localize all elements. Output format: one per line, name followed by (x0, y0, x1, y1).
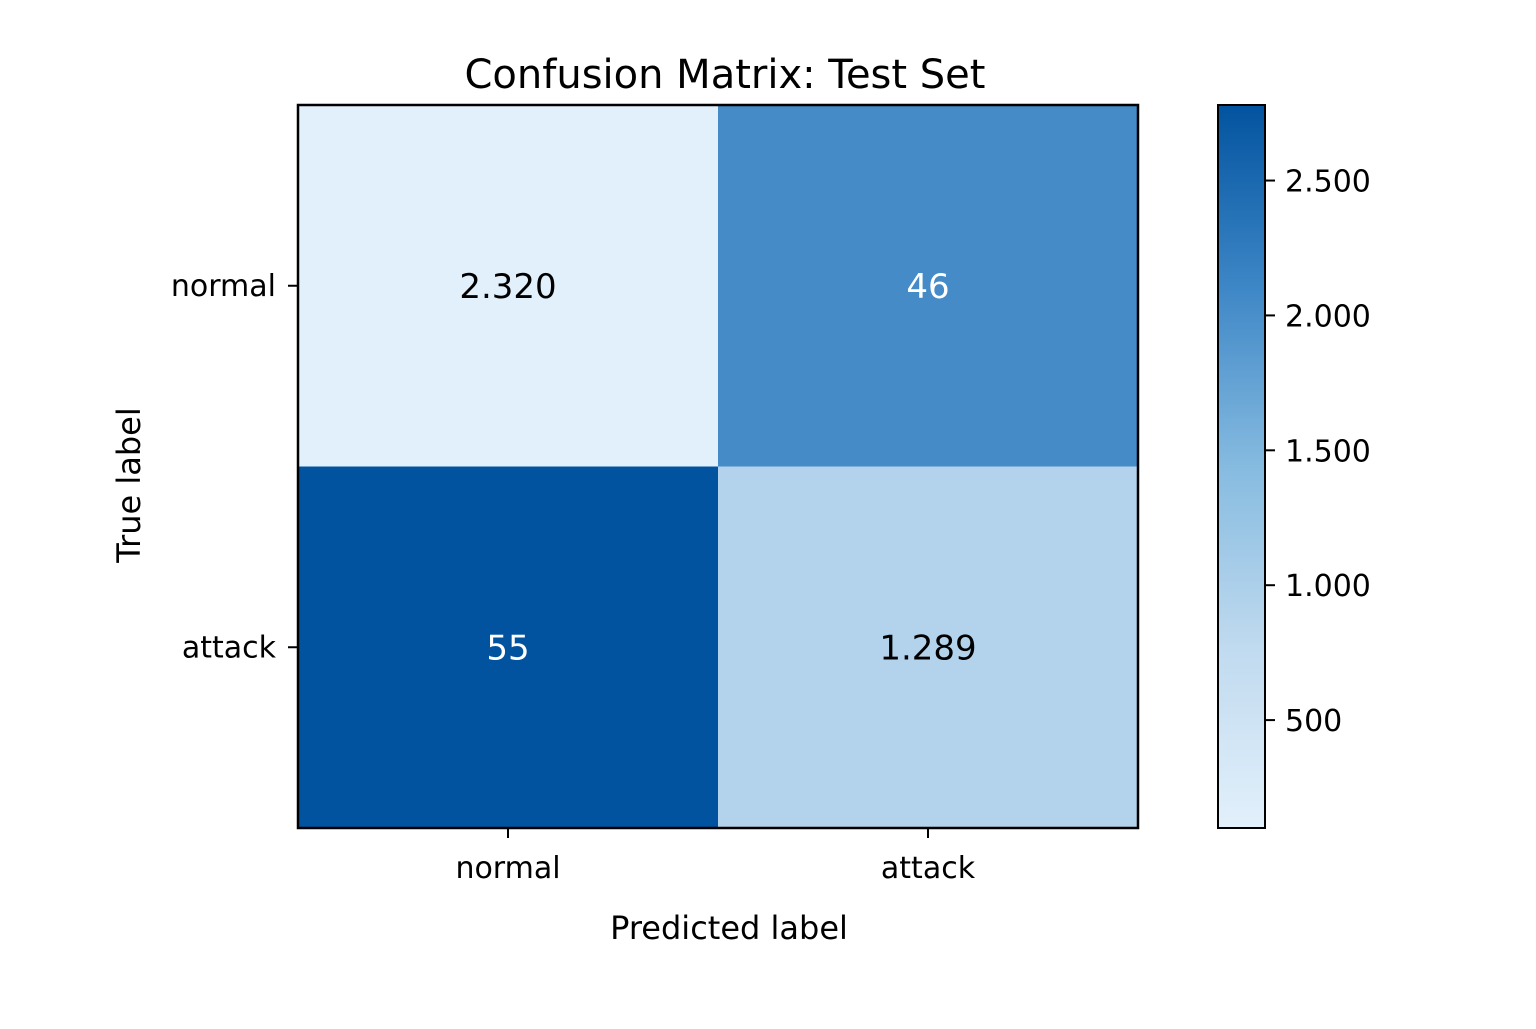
colorbar-ticks: 500 1.000 1.500 2.000 2.500 (1265, 165, 1371, 739)
cell-value-label: 55 (486, 628, 529, 668)
colorbar-tick-label: 500 (1285, 704, 1342, 739)
matrix-cell (298, 466, 718, 828)
matrix-cell (718, 466, 1138, 828)
x-ticks: normal attack (455, 828, 976, 886)
y-axis-label: True label (110, 407, 148, 564)
cell-value-label: 1.289 (879, 628, 976, 668)
y-tick-label: attack (182, 630, 277, 665)
x-tick-label: attack (881, 851, 976, 886)
cell-value-label: 2.320 (459, 267, 556, 307)
x-axis-label: Predicted label (610, 909, 848, 947)
x-tick-label: normal (455, 851, 560, 886)
matrix-layer: 2.320 46 55 1.289 (298, 105, 1138, 828)
colorbar-tick-label: 2.000 (1285, 299, 1371, 334)
y-ticks: normal attack (171, 269, 298, 665)
colorbar-tick-label: 1.500 (1285, 434, 1371, 469)
matrix-cell (298, 105, 718, 467)
matrix-cell (718, 105, 1138, 467)
cell-value-label: 46 (906, 267, 949, 307)
colorbar (1217, 104, 1266, 829)
matrix-frame (296, 103, 1140, 830)
chart-title: Confusion Matrix: Test Set (465, 52, 986, 98)
colorbar-tick-label: 2.500 (1285, 165, 1371, 200)
y-tick-label: normal (171, 269, 276, 304)
colorbar-tick-label: 1.000 (1285, 569, 1371, 604)
